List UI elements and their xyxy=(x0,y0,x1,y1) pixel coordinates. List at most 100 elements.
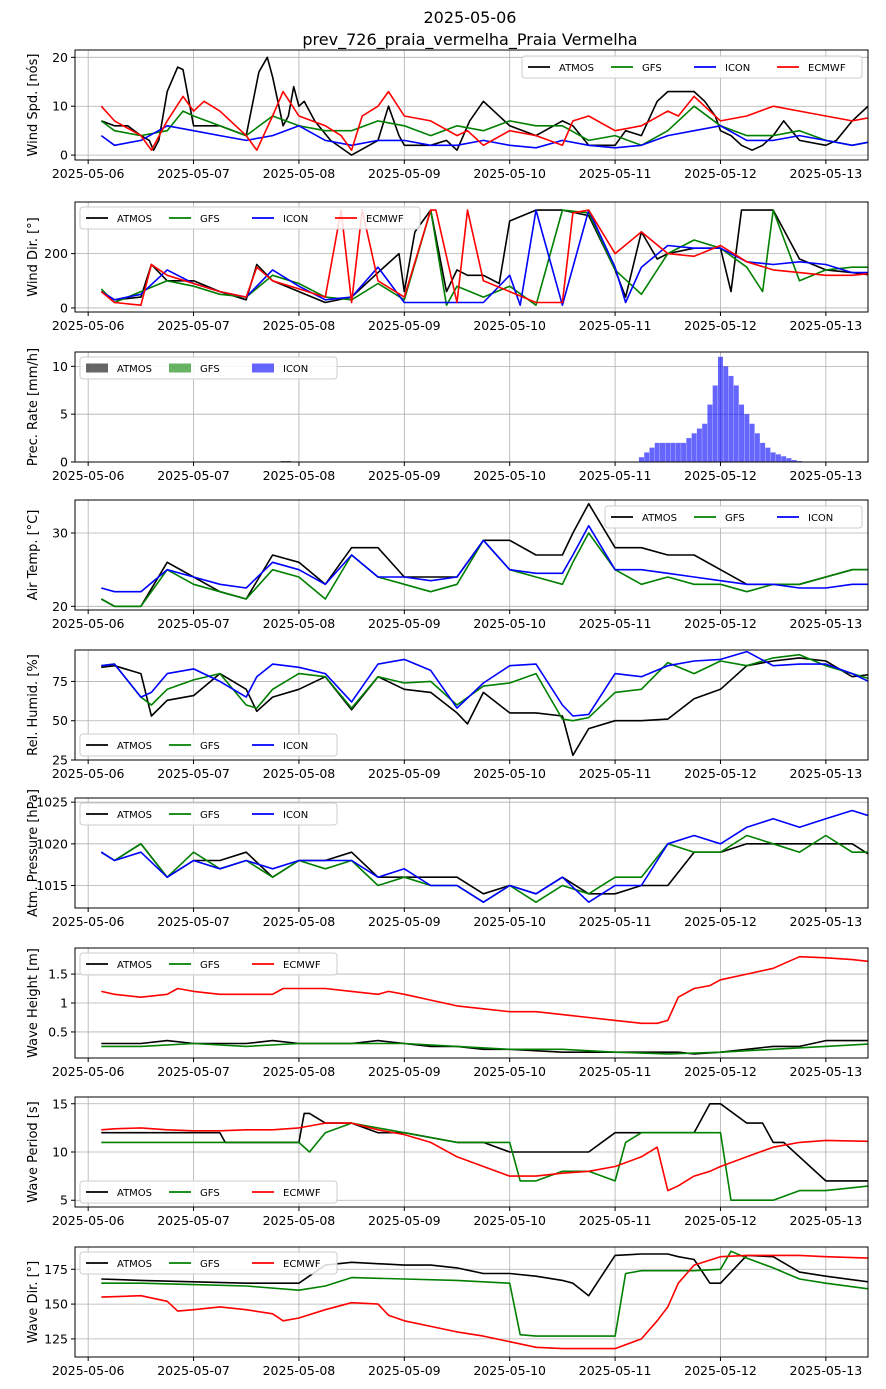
x-tick-label: 2025-05-10 xyxy=(473,914,546,929)
legend-box xyxy=(521,55,863,79)
x-tick-label: 2025-05-13 xyxy=(790,1363,863,1378)
x-tick-label: 2025-05-08 xyxy=(263,1213,336,1228)
bar-icon xyxy=(702,423,708,462)
legend-label: ATMOS xyxy=(117,810,152,821)
bar-icon xyxy=(675,442,681,462)
panels: 2025-05-06 2025-05-07 2025-05-08 2025-05-09… xyxy=(26,49,869,1378)
x-tick-label: 2025-05-08 xyxy=(263,766,336,781)
bar-icon xyxy=(681,442,687,462)
legend-label: ATMOS xyxy=(117,741,152,752)
bar-icon xyxy=(781,456,787,462)
plot-area xyxy=(100,502,868,608)
y-tick-label: 1015 xyxy=(36,878,68,893)
legend-box xyxy=(79,1180,338,1204)
panel-9: 2025-05-06 2025-05-07 2025-05-08 2025-05-09… xyxy=(26,1246,869,1378)
legend-label: GFS xyxy=(200,214,220,225)
legend-label: ICON xyxy=(725,63,750,74)
legend-label: ATMOS xyxy=(642,513,677,524)
y-axis-label: Wind Dir. [°] xyxy=(26,217,41,297)
legend-label: ATMOS xyxy=(117,960,152,971)
legend-box xyxy=(604,505,863,529)
legend-label: ICON xyxy=(283,810,308,821)
x-tick-label: 2025-05-06 xyxy=(52,1064,125,1079)
bar-icon xyxy=(770,452,776,462)
y-tick-label: 0.5 xyxy=(48,1024,68,1039)
legend-label: ICON xyxy=(808,513,833,524)
y-tick-label: 50 xyxy=(52,713,68,728)
y-axis-label: Air Temp. [°C] xyxy=(26,510,41,601)
legend-label: ECMWF xyxy=(283,960,321,971)
bar-icon xyxy=(749,423,755,462)
x-tick-label: 2025-05-13 xyxy=(790,914,863,929)
bar-icon xyxy=(691,433,697,462)
x-tick-label: 2025-05-06 xyxy=(52,166,125,181)
series-line-atmos xyxy=(101,1039,868,1055)
y-axis-label: Wind Spd. [nós] xyxy=(26,54,41,157)
x-tick-label: 2025-05-12 xyxy=(684,1363,757,1378)
bar-icon xyxy=(791,460,797,462)
legend-label: ATMOS xyxy=(117,214,152,225)
x-tick-label: 2025-05-09 xyxy=(368,166,441,181)
x-tick-label: 2025-05-12 xyxy=(684,914,757,929)
legend-box xyxy=(79,356,338,380)
y-axis-label: Wave Height [m] xyxy=(26,948,41,1058)
y-tick-label: 5 xyxy=(60,407,68,422)
panel-7: 2025-05-06 2025-05-07 2025-05-08 2025-05-09… xyxy=(26,947,869,1079)
series-line-ecmwf xyxy=(101,1254,868,1350)
legend-label: ECMWF xyxy=(283,1188,321,1199)
y-tick-label: 0 xyxy=(60,148,68,163)
legend-label: GFS xyxy=(200,1259,220,1270)
panel-2: 2025-05-06 2025-05-07 2025-05-08 2025-05-09… xyxy=(26,201,869,333)
legend-label: GFS xyxy=(200,1188,220,1199)
x-tick-label: 2025-05-07 xyxy=(157,1363,230,1378)
bar-icon xyxy=(686,438,692,462)
legend-label: GFS xyxy=(200,741,220,752)
series-line-gfs xyxy=(100,532,868,608)
series-line-atmos xyxy=(100,842,868,895)
legend-box xyxy=(79,1251,338,1275)
x-tick-label: 2025-05-09 xyxy=(368,616,441,631)
x-tick-label: 2025-05-09 xyxy=(368,468,441,483)
y-tick-label: 1.5 xyxy=(48,967,68,982)
y-tick-label: 175 xyxy=(44,1262,68,1277)
y-tick-label: 20 xyxy=(52,599,68,614)
x-tick-label: 2025-05-09 xyxy=(368,1064,441,1079)
legend-label: ICON xyxy=(283,214,308,225)
legend-label: ATMOS xyxy=(117,364,152,375)
y-tick-label: 1 xyxy=(60,996,68,1011)
x-tick-label: 2025-05-11 xyxy=(579,766,652,781)
y-tick-label: 10 xyxy=(52,359,68,374)
x-tick-label: 2025-05-11 xyxy=(579,1064,652,1079)
y-axis-label: Atm. Pressure [hPa] xyxy=(26,789,41,917)
y-tick-label: 75 xyxy=(52,674,68,689)
x-tick-label: 2025-05-12 xyxy=(684,166,757,181)
series-line-ecmwf xyxy=(101,1122,868,1192)
y-tick-label: 20 xyxy=(52,50,68,65)
bar-icon xyxy=(712,385,718,462)
plot-area xyxy=(101,650,868,757)
bar-icon xyxy=(765,447,771,462)
y-tick-label: 30 xyxy=(52,526,68,541)
x-tick-label: 2025-05-12 xyxy=(684,766,757,781)
x-tick-label: 2025-05-10 xyxy=(473,1213,546,1228)
legend-label: ATMOS xyxy=(559,63,594,74)
legend-label: ECMWF xyxy=(366,214,404,225)
bar-icon xyxy=(696,428,702,462)
x-tick-label: 2025-05-13 xyxy=(790,1064,863,1079)
y-tick-label: 1025 xyxy=(36,795,68,810)
legend-label: ATMOS xyxy=(117,1188,152,1199)
x-tick-label: 2025-05-08 xyxy=(263,616,336,631)
bar-icon xyxy=(728,375,734,462)
legend-box xyxy=(79,733,338,757)
bar-icon xyxy=(654,442,660,462)
panel-8: 2025-05-06 2025-05-07 2025-05-08 2025-05-09… xyxy=(26,1096,869,1228)
legend-label: GFS xyxy=(200,960,220,971)
series-line-ecmwf xyxy=(101,955,868,1025)
x-tick-label: 2025-05-12 xyxy=(684,318,757,333)
x-tick-label: 2025-05-13 xyxy=(790,166,863,181)
panel-6: 2025-05-06 2025-05-07 2025-05-08 2025-05-09… xyxy=(26,789,869,929)
series-line-gfs xyxy=(101,1250,868,1337)
x-tick-label: 2025-05-13 xyxy=(790,318,863,333)
x-tick-label: 2025-05-12 xyxy=(684,1064,757,1079)
figure-title-station: prev_726_praia_vermelha_Praia Vermelha xyxy=(302,30,637,50)
